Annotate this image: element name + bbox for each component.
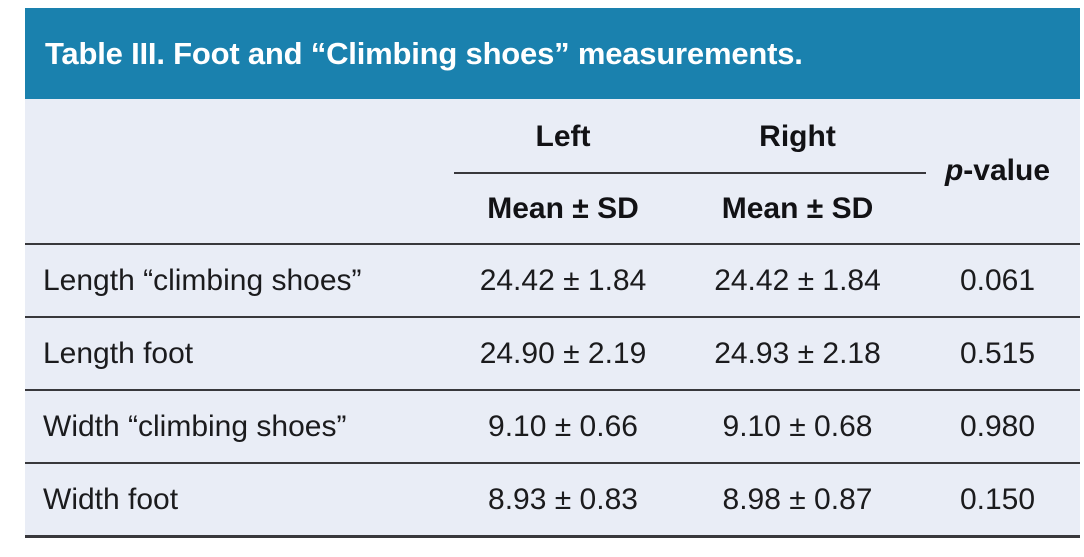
p-value-cell: 0.061 <box>959 263 1036 297</box>
table-title: Table III. Foot and “Climbing shoes” mea… <box>45 35 803 71</box>
subheader-mean-sd-right: Mean ± SD <box>721 191 874 225</box>
table-body: Left Right p -value Mean ± SD Mean ± SD L… <box>25 99 1080 538</box>
subheader-mean-sd-left: Mean ± SD <box>487 191 639 225</box>
row-label: Length foot <box>43 336 194 370</box>
table-title-bar: Table III. Foot and “Climbing shoes” mea… <box>25 8 1080 99</box>
measurements-table: Table III. Foot and “Climbing shoes” mea… <box>25 8 1080 538</box>
table-row: Length foot 24.90 ± 2.19 24.93 ± 2.18 0.… <box>25 316 1080 389</box>
left-mean-sd: 9.10 ± 0.66 <box>488 409 638 443</box>
left-mean-sd: 24.90 ± 2.19 <box>479 336 647 370</box>
p-value-cell: 0.150 <box>959 482 1036 516</box>
table-row: Width foot 8.93 ± 0.83 8.98 ± 0.87 0.150 <box>25 462 1080 535</box>
left-mean-sd: 24.42 ± 1.84 <box>479 263 647 297</box>
col-header-right: Right <box>759 119 836 153</box>
p-value-suffix: -value <box>963 154 1051 187</box>
table-row: Width “climbing shoes” 9.10 ± 0.66 9.10 … <box>25 389 1080 462</box>
right-mean-sd: 8.98 ± 0.87 <box>722 482 873 516</box>
row-label: Length “climbing shoes” <box>43 263 362 297</box>
col-header-left: Left <box>535 119 591 153</box>
header-group-underline <box>454 172 926 174</box>
right-mean-sd: 24.42 ± 1.84 <box>714 263 881 297</box>
row-label: Width foot <box>43 482 179 516</box>
left-mean-sd: 8.93 ± 0.83 <box>488 482 638 516</box>
right-mean-sd: 9.10 ± 0.68 <box>722 409 873 443</box>
table-row: Length “climbing shoes” 24.42 ± 1.84 24.… <box>25 243 1080 316</box>
right-mean-sd: 24.93 ± 2.18 <box>714 336 881 370</box>
p-value-cell: 0.980 <box>959 409 1036 443</box>
row-label: Width “climbing shoes” <box>43 409 347 443</box>
p-value-cell: 0.515 <box>959 336 1036 370</box>
col-header-p-value: p -value <box>915 99 1080 243</box>
table-rows: Length “climbing shoes” 24.42 ± 1.84 24.… <box>25 243 1080 535</box>
p-value-italic-p: p <box>944 154 964 187</box>
table-header: Left Right p -value Mean ± SD Mean ± SD <box>25 99 1080 243</box>
